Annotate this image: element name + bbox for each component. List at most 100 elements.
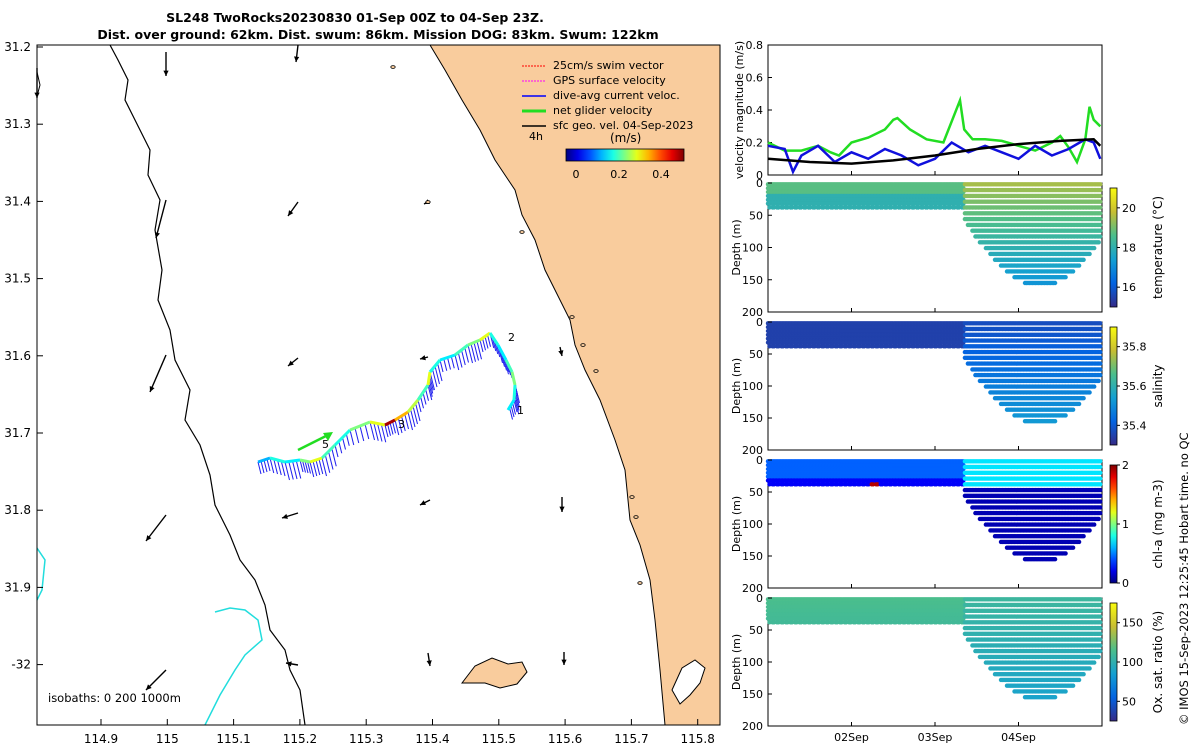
island xyxy=(460,657,528,689)
profile-ytick-label: 50 xyxy=(749,209,763,222)
speed-colorbar xyxy=(565,148,685,162)
islet xyxy=(569,315,575,319)
track-segment xyxy=(299,458,311,464)
waypoint-2: 2 xyxy=(508,331,515,344)
dive-current-vector xyxy=(277,459,282,476)
profile-dot xyxy=(1052,280,1058,286)
dive-current-vector xyxy=(324,454,331,473)
track-segment xyxy=(333,428,352,447)
velocity-series-sfc-geo-vel- xyxy=(767,138,1102,165)
title-line-1: SL248 TwoRocks20230830 01-Sep 00Z to 04-… xyxy=(166,10,544,25)
velocity-series-dive-avg-current-veloc- xyxy=(767,137,1102,175)
colorbar-tick-label: 18 xyxy=(1122,242,1136,255)
islet xyxy=(633,515,639,519)
track-segment xyxy=(496,344,508,361)
profile-dot xyxy=(1081,257,1086,262)
dive-current-vector xyxy=(304,460,309,474)
dive-current-vector xyxy=(312,460,318,477)
dive-current-vector xyxy=(280,460,286,477)
legend-label-gps: GPS surface velocity xyxy=(553,74,666,87)
map-frame xyxy=(36,44,721,726)
dive-current-vector xyxy=(266,458,271,472)
surface-arrowhead xyxy=(558,350,564,356)
colorbar-title: (m/s) xyxy=(610,131,641,145)
surface-arrowhead xyxy=(420,355,426,361)
track-segment xyxy=(439,353,456,362)
dive-current-vector xyxy=(309,461,315,478)
profile-ytick-label: 100 xyxy=(742,242,763,255)
dive-current-vector xyxy=(387,423,391,436)
dive-current-vector xyxy=(354,427,360,444)
profile-ytick-label: 150 xyxy=(742,412,763,425)
isobath-note: isobaths: 0 200 1000m xyxy=(48,691,181,705)
profile-dot xyxy=(1098,349,1103,355)
legend-label-net: net glider velocity xyxy=(553,104,653,117)
lon-tick-label: 115.6 xyxy=(548,732,582,746)
profile-dot xyxy=(1087,390,1092,395)
surface-arrowhead xyxy=(288,360,294,366)
profile-dot xyxy=(839,205,844,210)
dive-current-vector xyxy=(284,461,290,481)
profile-ytick-label: 0 xyxy=(756,177,763,190)
surface-arrowhead xyxy=(294,56,300,62)
dive-current-vector xyxy=(415,402,421,422)
profile-dot xyxy=(1092,384,1097,389)
dive-current-vector xyxy=(447,357,451,370)
dive-current-vector xyxy=(434,365,440,385)
dive-current-vector xyxy=(377,423,383,442)
track-segment xyxy=(512,384,517,401)
track-segment xyxy=(510,371,517,386)
profile-dot xyxy=(1063,413,1068,418)
profile-dot xyxy=(1098,228,1103,233)
track-segment xyxy=(257,456,271,464)
velocity-ytick-label: 0.2 xyxy=(746,137,764,150)
profile-ytick-label: 150 xyxy=(742,274,763,287)
colorbar-tick-2: 0.4 xyxy=(652,168,670,181)
colorbar-tick-label: 16 xyxy=(1122,281,1136,294)
dive-current-vector xyxy=(417,399,422,413)
colorbar-tick-label: 35.8 xyxy=(1122,341,1147,354)
surface-arrow xyxy=(145,514,167,542)
lon-tick-label: 115.2 xyxy=(283,732,317,746)
profile-dot xyxy=(1098,367,1103,372)
dive-current-vector xyxy=(427,384,433,401)
dive-current-vector xyxy=(321,457,327,477)
surface-arrowhead xyxy=(288,210,294,216)
track-segment xyxy=(416,384,430,401)
dive-current-vector xyxy=(457,352,463,368)
track-segment xyxy=(369,420,386,427)
surface-arrowhead xyxy=(149,386,155,392)
profile-dot xyxy=(1098,326,1103,332)
profile-dot xyxy=(1098,361,1103,366)
dive-current-vector xyxy=(389,422,394,435)
waypoint-3: 3 xyxy=(398,418,405,431)
colorbar-tick-0: 0 xyxy=(573,168,580,181)
isobath-1000m-south xyxy=(204,607,263,725)
track-segment xyxy=(384,418,396,427)
title-line-2: Dist. over ground: 62km. Dist. swum: 86k… xyxy=(97,27,658,42)
dive-current-vector xyxy=(412,405,418,425)
dive-current-vector xyxy=(467,344,473,364)
islet xyxy=(637,581,643,585)
profile-dot xyxy=(1052,419,1058,424)
track-segment xyxy=(488,332,500,346)
dive-current-vector xyxy=(422,392,427,405)
profile-dot xyxy=(1098,321,1103,326)
lon-tick-label: 115.4 xyxy=(415,732,449,746)
dive-current-vector xyxy=(484,336,489,349)
islet xyxy=(580,343,586,347)
profile-colorbar xyxy=(1109,187,1118,308)
dive-current-vector xyxy=(364,423,370,440)
track-segment xyxy=(479,331,491,342)
dive-current-vector xyxy=(454,354,460,371)
dive-current-vector xyxy=(397,417,403,434)
profile-dot xyxy=(1076,263,1082,268)
lon-tick-label: 115.1 xyxy=(216,732,250,746)
dive-current-vector xyxy=(273,458,278,475)
dive-current-vector xyxy=(307,461,311,474)
lat-tick-label: 31.4 xyxy=(4,194,31,208)
dive-current-vector xyxy=(439,359,444,373)
